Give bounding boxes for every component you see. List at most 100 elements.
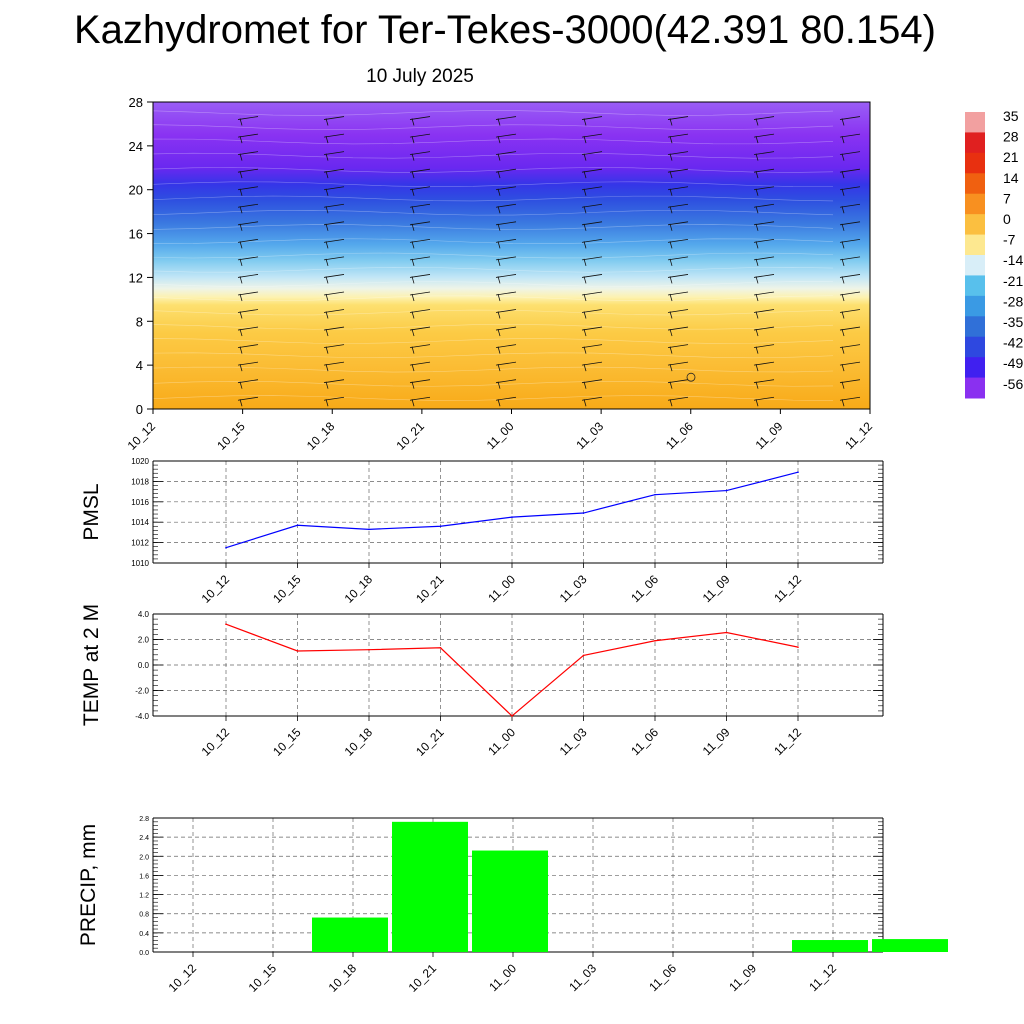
wind-barb	[239, 276, 243, 284]
wind-barb	[497, 188, 501, 196]
colorbar-swatch	[965, 357, 985, 379]
wind-barb	[669, 206, 673, 214]
wind-barb	[583, 258, 587, 266]
wind-barb	[669, 135, 673, 144]
wind-barb	[237, 186, 259, 191]
wind-barb	[667, 274, 689, 278]
wind-barb	[583, 135, 587, 144]
wind-barb	[667, 396, 689, 401]
wind-barb	[839, 133, 861, 138]
wind-barb	[239, 293, 243, 302]
wind-barb	[841, 364, 845, 372]
wind-barb	[409, 361, 431, 366]
wind-barb	[753, 151, 775, 156]
wind-barb	[323, 203, 345, 208]
colorbar-label: 35	[1003, 108, 1019, 124]
wind-barb	[841, 135, 845, 144]
wind-barb	[495, 361, 517, 366]
pmsl-y-tick-label: 1020	[131, 457, 149, 466]
pmsl-data-point	[368, 528, 370, 531]
colorbar-swatch	[965, 193, 985, 215]
wind-barb	[581, 309, 603, 313]
wind-barb	[667, 256, 689, 261]
wind-barb	[755, 311, 759, 319]
wind-barb	[325, 399, 329, 407]
pmsl-data-point	[225, 546, 227, 549]
wind-barb	[667, 238, 689, 243]
colorbar-swatch	[965, 152, 985, 174]
temp-y-tick-label: -2.0	[135, 687, 149, 696]
wind-barb	[839, 221, 861, 226]
temp-y-tick-label: 0.0	[138, 661, 150, 670]
pmsl-axis-title: PMSL	[80, 483, 103, 540]
wind-barb	[753, 221, 775, 226]
wind-barb	[755, 223, 759, 231]
wind-barb	[841, 346, 845, 354]
wind-barb	[409, 344, 431, 348]
wind-barb	[495, 221, 517, 226]
wind-barb	[411, 118, 415, 126]
temp-y-tick-label: 4.0	[138, 610, 150, 619]
wind-barb	[325, 276, 329, 284]
wind-barb	[753, 256, 775, 261]
wind-barb	[667, 186, 689, 191]
wind-barb	[583, 241, 587, 249]
contour-line	[152, 138, 834, 145]
wind-barb	[237, 361, 259, 366]
colorbar-label: -28	[1003, 293, 1023, 309]
wind-barb	[583, 118, 587, 126]
wind-barb	[323, 256, 345, 261]
wind-barb	[755, 276, 759, 284]
wind-barb	[581, 238, 603, 243]
wind-barb	[237, 274, 259, 278]
pmsl-x-tick-label: 11_03	[557, 572, 590, 605]
pmsl-y-tick-label: 1012	[131, 539, 149, 548]
pmsl-y-tick-label: 1018	[131, 477, 149, 486]
wind-barb	[239, 206, 243, 214]
wind-barb	[755, 258, 759, 266]
temp-data-point	[439, 646, 442, 649]
pmsl-data-point	[296, 524, 299, 527]
colorbar-swatch	[965, 295, 985, 317]
wind-barb	[753, 203, 775, 208]
wind-barb	[583, 364, 587, 372]
wind-barb	[667, 326, 689, 331]
wind-barb	[495, 309, 517, 313]
contour-field	[153, 102, 870, 409]
wind-barb	[497, 364, 501, 372]
wind-barb	[753, 133, 775, 138]
wind-barb	[667, 221, 689, 226]
contour-line	[152, 395, 834, 401]
wind-barb	[753, 168, 775, 173]
contour-line	[152, 338, 834, 344]
contour-y-tick-label: 4	[136, 358, 143, 373]
colorbar-swatch	[965, 214, 985, 236]
precip-x-tick-label: 11_00	[486, 961, 519, 994]
wind-barb	[323, 186, 345, 191]
wind-barb	[411, 293, 415, 302]
wind-barb	[583, 206, 587, 214]
wind-barb	[409, 326, 431, 331]
wind-barb	[409, 256, 431, 261]
wind-barb	[753, 116, 775, 120]
wind-barb	[237, 326, 259, 331]
wind-barb	[497, 293, 501, 302]
wind-barb	[669, 293, 673, 302]
wind-barb	[239, 171, 243, 179]
wind-barb	[583, 399, 587, 407]
wind-barb	[325, 364, 329, 372]
wind-barb	[237, 151, 259, 156]
temp-x-tick-label: 10_18	[342, 725, 376, 759]
precip-axis-title: PRECIP, mm	[77, 824, 100, 946]
temp-x-tick-label: 11_00	[485, 725, 518, 758]
wind-barb	[497, 118, 501, 126]
wind-barb	[325, 223, 329, 231]
wind-barb	[239, 135, 243, 144]
precip-bar	[872, 939, 948, 952]
wind-barb	[323, 326, 345, 331]
contour-line	[152, 380, 834, 387]
contour-y-tick-label: 12	[129, 270, 143, 285]
wind-barb	[581, 291, 603, 296]
wind-barb	[497, 276, 501, 284]
